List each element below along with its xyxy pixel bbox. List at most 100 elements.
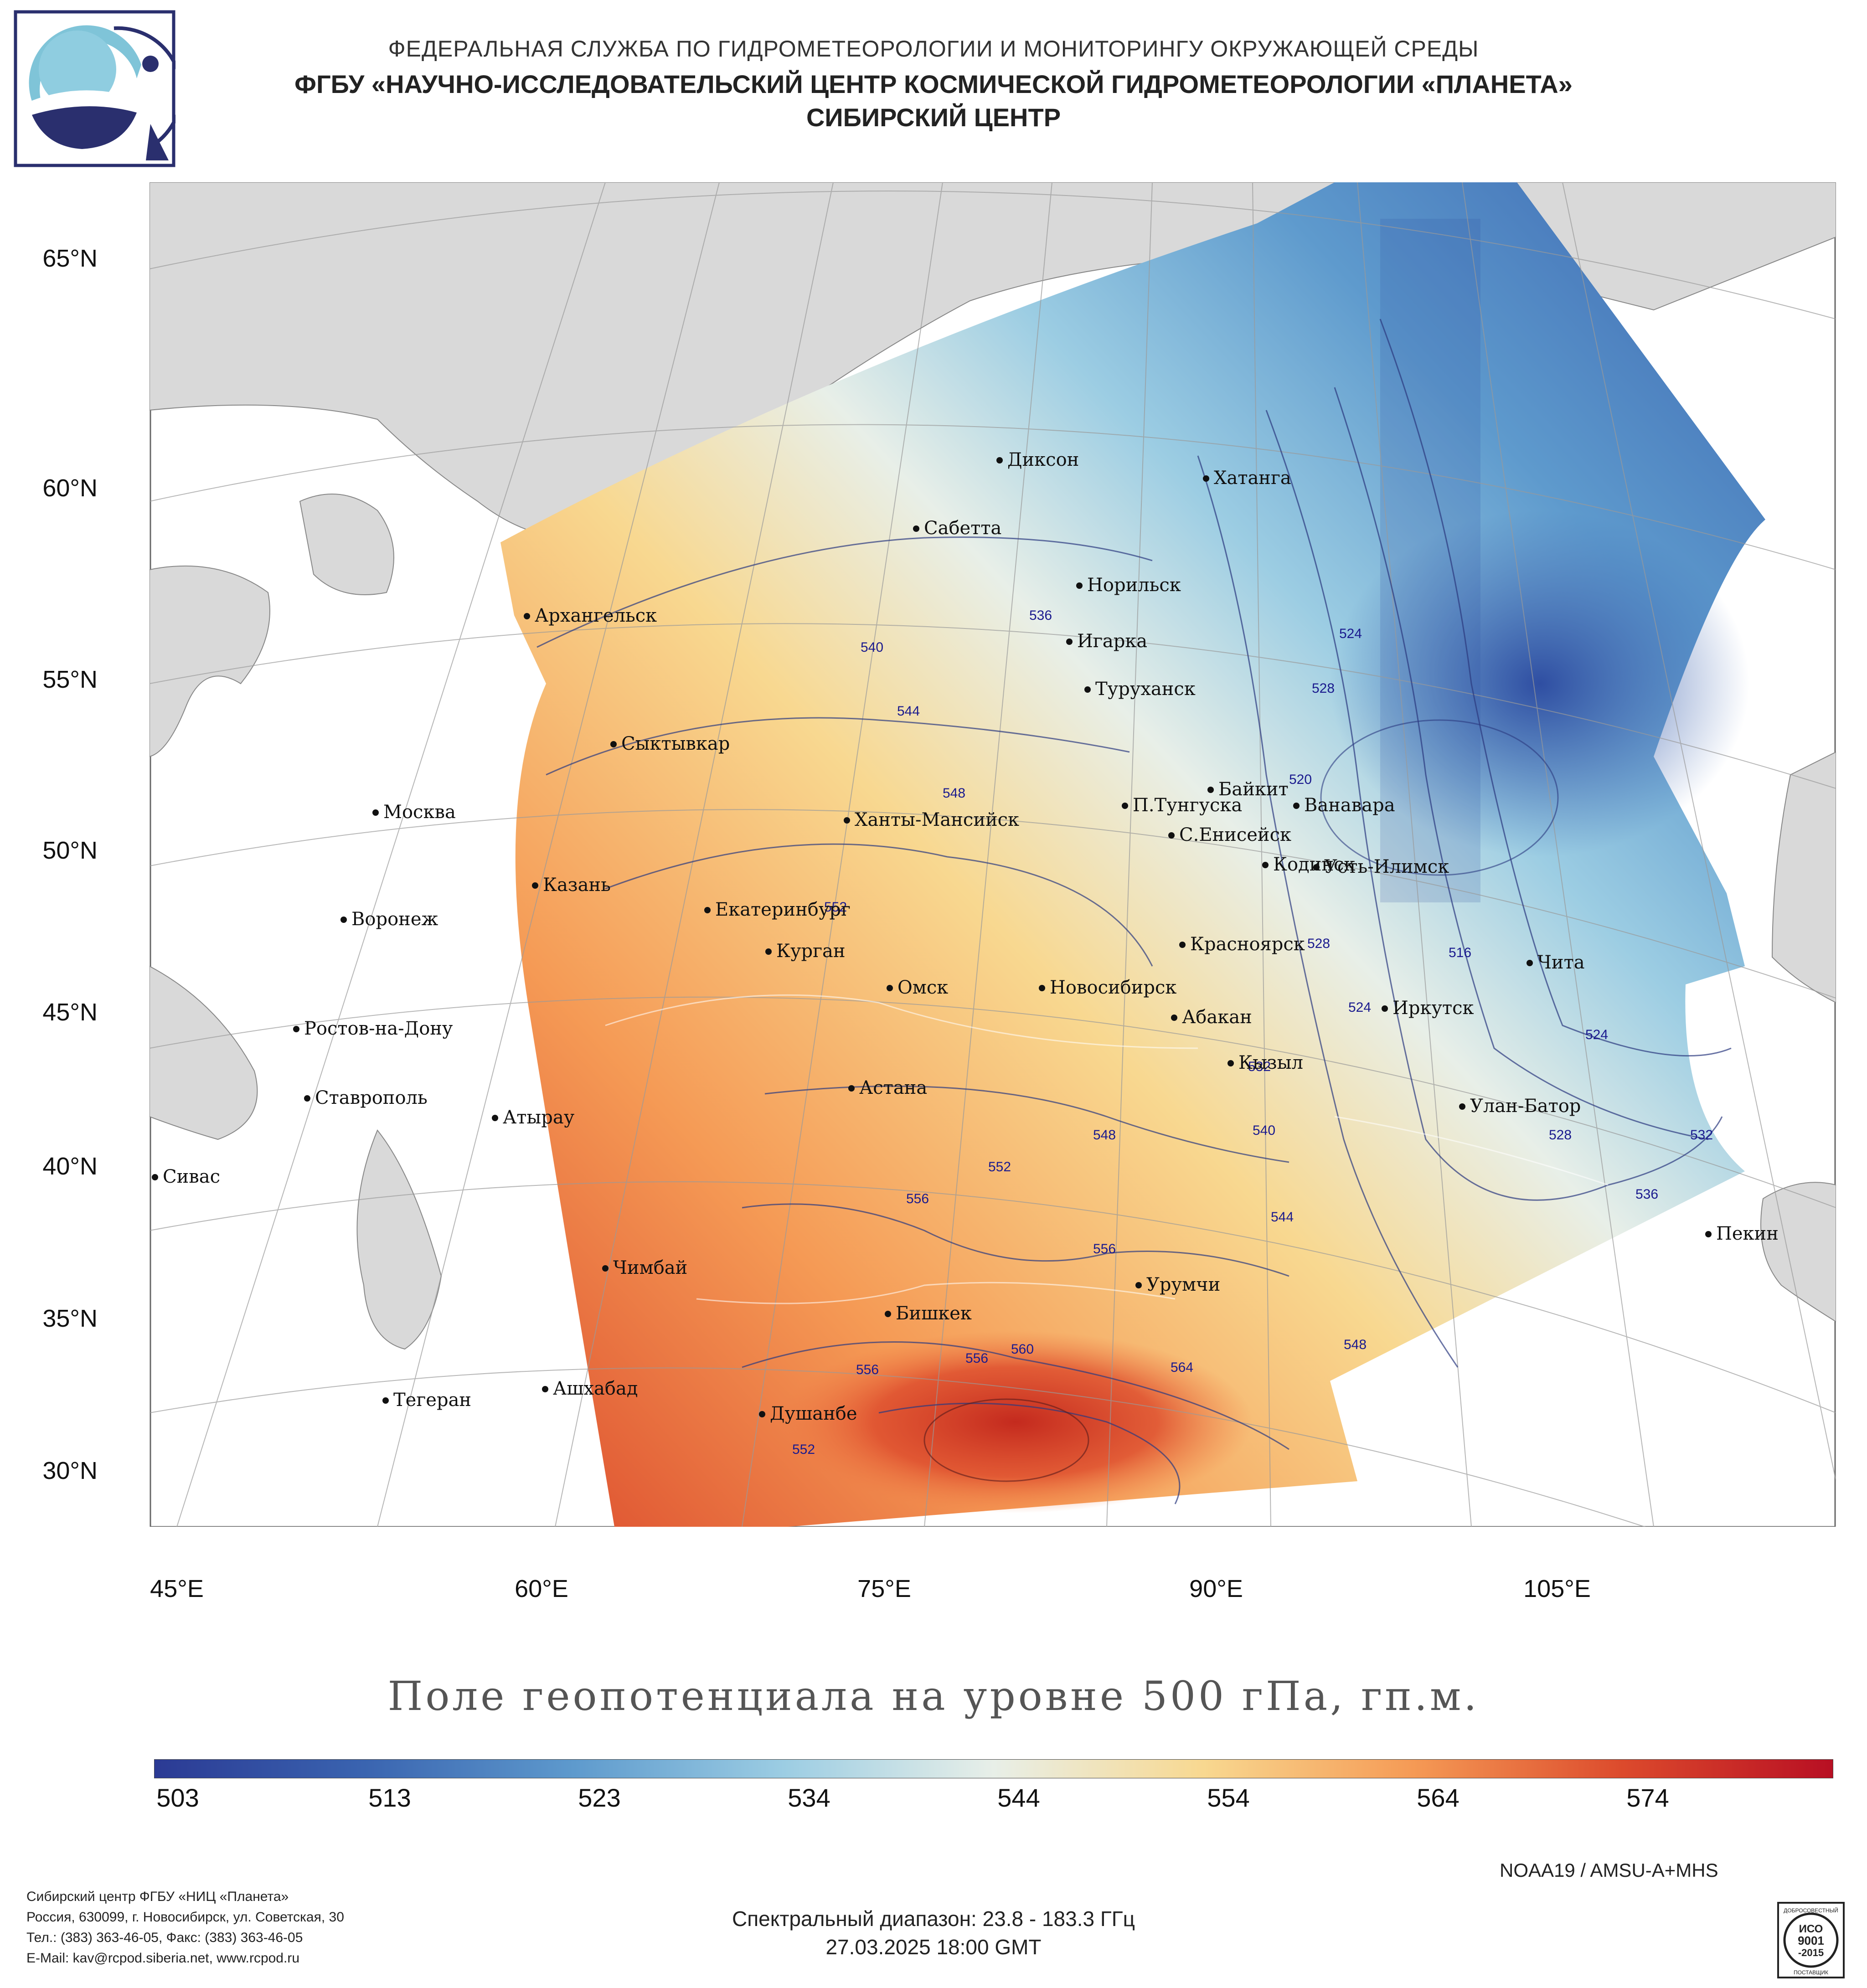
city-marker: Кодинск: [1262, 854, 1355, 875]
geopotential-map: 536 540 544 548 552 524 528 520 516 524 …: [150, 182, 1836, 1527]
city-marker: П.Тунгуска: [1122, 795, 1242, 816]
city-marker: С.Енисейск: [1168, 824, 1291, 845]
city-marker: Казань: [532, 875, 611, 896]
svg-text:Хатанга: Хатанга: [1214, 468, 1291, 489]
svg-text:Ставрополь: Ставрополь: [315, 1087, 428, 1108]
svg-text:Чита: Чита: [1537, 952, 1585, 973]
colorbar-tick: 544: [997, 1783, 1040, 1812]
svg-text:Диксон: Диксон: [1007, 449, 1079, 470]
city-marker: Ставрополь: [304, 1087, 428, 1108]
lat-label-40: 40°N: [42, 1153, 98, 1180]
city-marker: Абакан: [1171, 1007, 1252, 1028]
city-marker: Екатеринбург: [704, 899, 851, 920]
lat-label-45: 45°N: [42, 999, 98, 1026]
observation-datetime: 27.03.2025 18:00 GMT: [825, 1935, 1042, 1959]
city-marker: Омск: [887, 977, 948, 998]
contour-label: 520: [1289, 772, 1312, 787]
lat-label-50: 50°N: [42, 837, 98, 864]
city-marker: Диксон: [996, 449, 1079, 470]
contour-label: 536: [1029, 608, 1052, 623]
contour-labels: 536 540 544 548 552 524 528 520 516 524 …: [792, 608, 1713, 1457]
city-marker: Красноярск: [1179, 934, 1305, 955]
lat-label-55: 55°N: [42, 666, 98, 693]
colorbar-tick: 574: [1626, 1783, 1669, 1812]
svg-text:Урумчи: Урумчи: [1146, 1274, 1220, 1295]
iso-certificate-icon: ДОБРОСОВЕСТНЫЙ ИСО 9001 -2015 ПОСТАВЩИК: [1777, 1902, 1845, 1978]
svg-text:Кызыл: Кызыл: [1238, 1052, 1303, 1073]
city-marker: Чимбай: [602, 1257, 687, 1278]
map-title: Поле геопотенциала на уровне 500 гПа, гп…: [387, 1673, 1480, 1720]
city-marker: Душанбе: [759, 1403, 857, 1424]
lon-label-60: 60°E: [515, 1575, 568, 1602]
lat-label-60: 60°N: [42, 474, 98, 502]
contour-label: 548: [1344, 1337, 1367, 1352]
contour-label: 552: [824, 900, 847, 915]
svg-text:С.Енисейск: С.Енисейск: [1179, 824, 1291, 845]
colorbar-tick: 503: [156, 1783, 199, 1812]
city-marker: Курган: [765, 941, 846, 962]
colorbar-tick: 564: [1417, 1783, 1460, 1812]
contour-label: 548: [943, 786, 965, 801]
svg-text:Сабетта: Сабетта: [924, 518, 1001, 539]
city-marker: Бишкек: [885, 1303, 972, 1324]
city-marker: Атырау: [492, 1107, 575, 1128]
city-marker: Хатанга: [1203, 468, 1291, 489]
city-marker: Кызыл: [1227, 1052, 1303, 1073]
contour-label: 536: [1635, 1187, 1658, 1202]
svg-text:Абакан: Абакан: [1182, 1007, 1252, 1028]
city-marker: Урумчи: [1135, 1274, 1220, 1295]
header-institute: ФГБУ «НАУЧНО-ИССЛЕДОВАТЕЛЬСКИЙ ЦЕНТР КОС…: [294, 70, 1573, 98]
contour-label: 560: [1011, 1342, 1034, 1357]
svg-text:Бишкек: Бишкек: [896, 1303, 972, 1324]
svg-text:Иркутск: Иркутск: [1393, 998, 1474, 1019]
lon-label-105: 105°E: [1523, 1575, 1591, 1602]
colorbar-tick: 534: [788, 1783, 830, 1812]
colorbar-tick: 523: [578, 1783, 621, 1812]
city-marker: Ростов-на-Дону: [293, 1018, 453, 1039]
header-center: СИБИРСКИЙ ЦЕНТР: [806, 103, 1061, 132]
contour-label: 556: [965, 1351, 988, 1366]
svg-text:Туруханск: Туруханск: [1095, 679, 1196, 700]
spectral-range: Спектральный диапазон: 23.8 - 183.3 ГГц: [732, 1907, 1135, 1931]
footer-org-line3: Тел.: (383) 363-46-05, Факс: (383) 363-4…: [26, 1930, 303, 1945]
colorbar-tick: 554: [1207, 1783, 1250, 1812]
city-marker: Архангельск: [524, 605, 657, 626]
contour-label: 544: [1271, 1210, 1294, 1225]
colorbar: [154, 1759, 1833, 1778]
city-marker: Сыктывкар: [610, 733, 730, 754]
lat-label-35: 35°N: [42, 1305, 98, 1332]
city-marker: Ханты-Мансийск: [844, 809, 1019, 830]
svg-text:П.Тунгуска: П.Тунгуска: [1133, 795, 1242, 816]
contour-label: 528: [1312, 681, 1335, 696]
lon-label-90: 90°E: [1189, 1575, 1243, 1602]
city-marker: Иркутск: [1382, 998, 1474, 1019]
svg-text:Норильск: Норильск: [1087, 575, 1181, 596]
svg-text:Улан-Батор: Улан-Батор: [1470, 1096, 1581, 1117]
colorbar-tick: 513: [368, 1783, 411, 1812]
svg-text:Ванавара: Ванавара: [1304, 795, 1395, 816]
lon-label-75: 75°E: [857, 1575, 911, 1602]
svg-text:ДОБРОСОВЕСТНЫЙ: ДОБРОСОВЕСТНЫЙ: [1784, 1907, 1838, 1914]
isolines: [536, 319, 1732, 1504]
city-marker: Ашхабад: [542, 1378, 638, 1399]
contour-label: 544: [897, 704, 920, 719]
svg-text:Омск: Омск: [897, 977, 948, 998]
land-areas: [150, 182, 1836, 1350]
contour-label: 532: [1248, 1059, 1271, 1074]
svg-text:9001: 9001: [1798, 1934, 1824, 1947]
svg-text:Пекин: Пекин: [1716, 1223, 1779, 1244]
header-agency: ФЕДЕРАЛЬНАЯ СЛУЖБА ПО ГИДРОМЕТЕОРОЛОГИИ …: [388, 36, 1479, 62]
svg-text:Екатеринбург: Екатеринбург: [715, 899, 851, 920]
contour-label: 556: [1093, 1241, 1116, 1257]
city-marker: Игарка: [1066, 631, 1147, 652]
contour-label: 524: [1339, 626, 1362, 641]
city-marker: Байкит: [1207, 779, 1289, 800]
contour-label: 528: [1307, 936, 1330, 951]
svg-text:Чимбай: Чимбай: [613, 1257, 687, 1278]
contour-label: 524: [1348, 1000, 1371, 1015]
svg-text:Игарка: Игарка: [1077, 631, 1147, 652]
svg-text:-2015: -2015: [1798, 1947, 1824, 1958]
lat-label-65: 65°N: [42, 245, 98, 272]
svg-text:Ханты-Мансийск: Ханты-Мансийск: [855, 809, 1019, 830]
svg-text:Атырау: Атырау: [503, 1107, 575, 1128]
